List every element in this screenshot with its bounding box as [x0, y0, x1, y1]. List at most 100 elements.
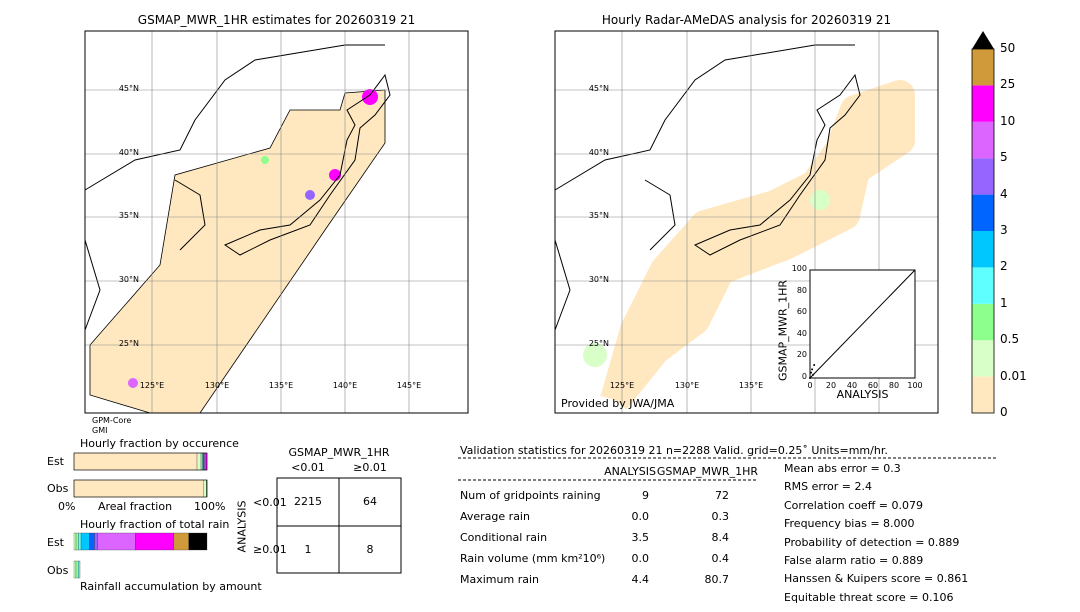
colorbar-segment [972, 231, 994, 268]
colorbar-segment [972, 376, 994, 413]
contingency-cell: 8 [366, 543, 374, 556]
radar-coverage [600, 80, 915, 410]
scatter-ylabel: GSMAP_MWR_1HR [776, 279, 790, 382]
contingency-cell: 1 [304, 543, 312, 556]
lon-label: 145°E [396, 381, 422, 390]
occurrence-bar-segment [200, 452, 203, 471]
stats-col-header: ANALYSIS [604, 465, 656, 478]
lat-label: 35°N [118, 211, 139, 220]
satellite-swath [89, 89, 386, 414]
rain-cell [128, 378, 138, 388]
stats-score: Equitable threat score = 0.106 [784, 590, 954, 604]
stats-gsmap-value: 72 [715, 489, 729, 502]
lon-label: 125°E [609, 381, 635, 390]
lat-label: 45°N [588, 84, 609, 93]
occurrence-bar-segment [203, 452, 205, 471]
colorbar-label: 3 [1000, 223, 1008, 237]
occurrence-row-label: Est [47, 455, 64, 468]
lon-label: 140°E [332, 381, 358, 390]
colorbar-segment [972, 121, 994, 159]
total-rain-bar-segment [75, 532, 79, 551]
occurrence-bar-segment [204, 452, 206, 471]
stats-score: False alarm ratio = 0.889 [784, 554, 924, 567]
scatter-xtick: 60 [867, 381, 879, 390]
stats-col-header: GSMAP_MWR_1HR [656, 465, 758, 478]
stats-gsmap-value: 8.4 [711, 531, 730, 544]
total-rain-bar-segment [80, 532, 90, 551]
stats-row-label: Conditional rain [460, 531, 548, 544]
occurrence-bar-segment [73, 452, 198, 471]
lon-label: 130°E [674, 381, 700, 390]
rain-cell [810, 190, 830, 210]
scatter-xlabel: ANALYSIS [836, 388, 889, 401]
colorbar-segment [972, 158, 994, 195]
scatter-point [813, 364, 816, 367]
scatter-ytick: 60 [796, 307, 807, 317]
scatter-diagonal [809, 269, 916, 379]
occurrence-bar-frame [73, 452, 208, 471]
lat-label: 25°N [118, 339, 139, 348]
stats-score: Correlation coeff = 0.079 [784, 498, 923, 512]
lat-label: 45°N [118, 84, 139, 93]
lon-label: 135°E [738, 381, 764, 390]
scatter-xtick: 40 [846, 381, 858, 390]
stats-gsmap-value: 80.7 [704, 573, 730, 586]
coastline-continent [84, 44, 385, 331]
map-frame [554, 30, 939, 414]
coastline-japan [223, 73, 391, 256]
scatter-ytick: 0 [801, 372, 807, 381]
map-frame [84, 30, 469, 414]
lat-label: 35°N [588, 211, 609, 220]
colorbar-label: 25 [1000, 77, 1016, 92]
total-rain-bar-segment [94, 532, 98, 551]
stats-score: Mean abs error = 0.3 [784, 462, 901, 475]
contingency-cell: 2215 [294, 495, 322, 508]
stats-score: RMS error = 2.4 [784, 480, 872, 494]
total-rain-bar-segment [188, 532, 208, 551]
scatter-xtick: 100 [907, 381, 923, 390]
stats-score: Probability of detection = 0.889 [784, 535, 960, 549]
scatter-ytick: 100 [791, 264, 807, 273]
stats-row-label: Num of gridpoints raining [460, 489, 601, 502]
lat-label: 25°N [588, 339, 609, 348]
scatter-ytick: 80 [796, 285, 807, 295]
colorbar-segment [972, 49, 994, 86]
scatter-xtick: 20 [825, 381, 837, 390]
stats-header: Validation statistics for 20260319 21 n=… [460, 444, 888, 457]
total-rain-bar-segment [173, 532, 189, 551]
rain-cell [329, 169, 341, 181]
total-rain-bar-segment [75, 560, 79, 579]
rain-cell [305, 190, 315, 200]
stats-analysis-value: 3.5 [631, 531, 650, 544]
right-map-title: Hourly Radar-AMeDAS analysis for 2026031… [601, 13, 892, 27]
colorbar-label: 1 [1000, 295, 1008, 310]
colorbar-label: 5 [1000, 150, 1008, 165]
lat-label: 30°N [118, 275, 139, 284]
contingency-col-label: <0.01 [291, 461, 325, 474]
scatter-xtick: 80 [888, 381, 900, 390]
occurrence-bar-segment [202, 452, 204, 471]
stats-gsmap-value: 0.4 [711, 552, 730, 565]
colorbar-extend-triangle [972, 31, 994, 49]
colorbar-label: 10 [1000, 113, 1016, 128]
stats-analysis-value: 4.4 [631, 573, 650, 586]
sensor-label-1: GPM-Core [92, 416, 132, 425]
colorbar-label: 0.5 [1000, 332, 1020, 347]
occurrence-xtick: 100% [194, 500, 226, 513]
stats-row-label: Rain volume (mm km²10⁶) [460, 552, 606, 565]
colorbar-segment [972, 303, 994, 341]
scatter-ytick: 40 [796, 328, 807, 338]
scatter-point [810, 371, 813, 374]
rain-cell [583, 343, 607, 367]
contingency-col-label: ≥0.01 [353, 461, 387, 474]
stats-analysis-value: 9 [642, 489, 649, 502]
total-rain-bar-segment [78, 532, 82, 551]
coastline-continent [554, 44, 855, 331]
scatter-point [811, 368, 814, 371]
total-rain-row-label: Obs [47, 564, 69, 577]
colorbar-segment [972, 85, 994, 122]
total-rain-bar-segment [89, 532, 95, 551]
colorbar-label: 2 [1000, 259, 1008, 274]
occurrence-bar-segment [73, 479, 204, 498]
